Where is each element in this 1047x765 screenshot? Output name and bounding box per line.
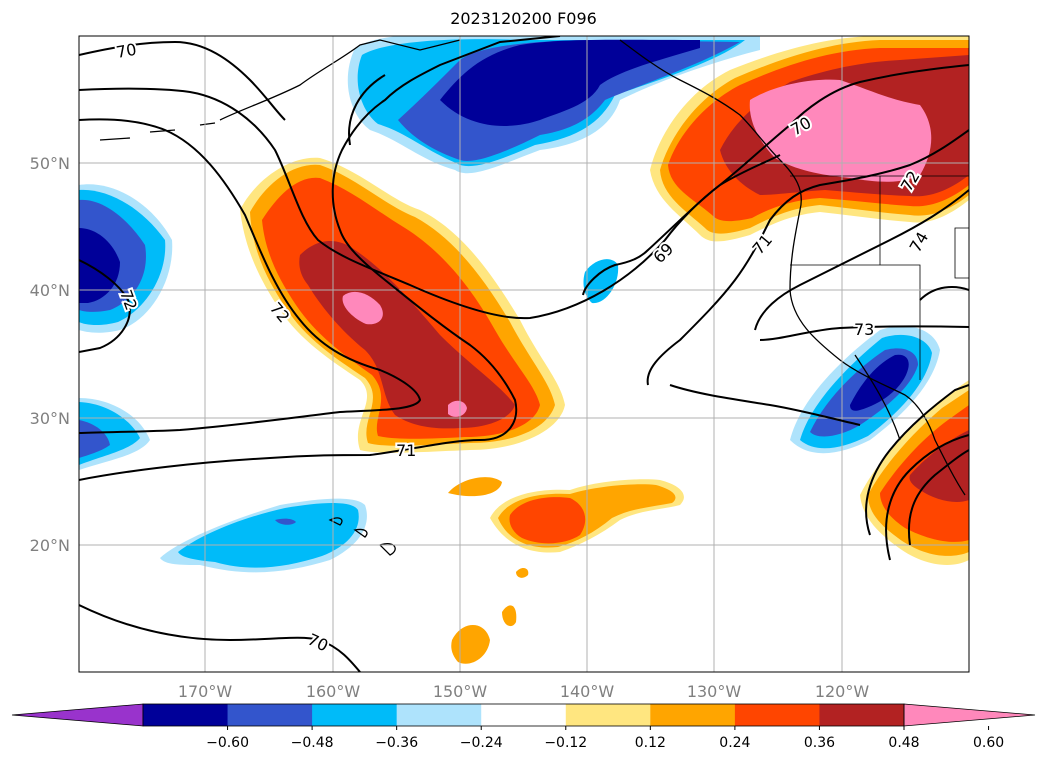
colorbar-tick-label: −0.12	[544, 735, 587, 751]
contour-line	[754, 189, 969, 331]
contour-line	[79, 259, 131, 353]
map-title: 2023120200 F096	[450, 9, 597, 28]
map-plot-area	[79, 36, 969, 672]
colorbar-frame	[142, 703, 905, 727]
colorbar-tick-label: 0.48	[888, 735, 919, 751]
colorbar-tick-label: −0.60	[206, 735, 249, 751]
contour-line	[582, 64, 969, 296]
coastlines	[99, 39, 966, 556]
colorbar-tick-label: 0.12	[635, 735, 666, 751]
colorbar-segment	[734, 704, 820, 726]
coastline-us-west	[789, 209, 966, 496]
negative-anomaly-region	[275, 518, 296, 525]
contour-line	[885, 434, 969, 561]
contour-line	[79, 604, 361, 672]
colorbar-segment	[312, 704, 398, 726]
contour-line	[865, 384, 969, 536]
gridlines	[79, 36, 969, 672]
contour-line	[79, 36, 561, 481]
map-frame	[78, 35, 970, 673]
colorbar-tick-label: −0.24	[460, 735, 503, 751]
colorbar-segment	[227, 704, 313, 726]
borders	[790, 175, 969, 380]
negative-anomaly-region	[79, 420, 110, 458]
lat-label: 50°N	[30, 154, 70, 173]
colorbar: −0.60 −0.48 −0.36 −0.24 −0.12 0.12 0.24 0.36 0.4…	[11, 703, 1036, 751]
lat-label: 30°N	[30, 409, 70, 428]
contour-label: 74	[906, 229, 933, 256]
positive-anomaly-region	[749, 79, 932, 182]
contour-line	[908, 449, 969, 546]
positive-anomaly-region	[448, 400, 467, 417]
colorbar-tick-label: −0.36	[375, 735, 418, 751]
negative-anomaly-region	[583, 259, 619, 304]
contour-line	[759, 325, 969, 341]
contour-line	[669, 384, 861, 426]
longitude-labels: 170°W 160°W 150°W 140°W 130°W 120°W	[178, 682, 870, 701]
positive-anomaly-region	[451, 625, 490, 664]
latitude-labels: 50°N 40°N 30°N 20°N	[30, 154, 70, 555]
contour-line	[646, 129, 969, 386]
colorbar-segment	[143, 704, 229, 726]
lon-label: 160°W	[306, 682, 361, 701]
colorbar-extend-low	[11, 703, 144, 727]
lon-label: 150°W	[433, 682, 488, 701]
positive-anomaly-region	[342, 291, 383, 325]
negative-anomaly-region	[178, 503, 359, 568]
contour-label: 70	[115, 40, 138, 62]
height-contours	[79, 36, 969, 672]
positive-anomaly-region	[299, 240, 515, 429]
colorbar-segment	[481, 704, 567, 726]
positive-anomaly-region	[509, 497, 586, 544]
colorbar-tick-label: 0.36	[804, 735, 835, 751]
colorbar-segment	[650, 704, 736, 726]
contour-70-north	[79, 40, 286, 121]
lat-label: 40°N	[30, 281, 70, 300]
lon-label: 130°W	[687, 682, 742, 701]
positive-anomaly-region	[516, 568, 529, 578]
colorbar-segment	[565, 704, 651, 726]
colorbar-tick-label: −0.48	[291, 735, 334, 751]
negative-anomaly-region	[440, 39, 700, 126]
coastline-aleutians	[99, 122, 216, 141]
contour-label: 73	[854, 320, 874, 339]
coastline-baja	[854, 354, 901, 441]
contour-line	[919, 286, 969, 301]
lat-label: 20°N	[30, 536, 70, 555]
lon-label: 140°W	[560, 682, 615, 701]
contour-label: 71	[396, 441, 416, 460]
contour-label: 70	[305, 630, 331, 656]
colorbar-tick-label: 0.60	[973, 735, 1004, 751]
positive-anomaly-region	[502, 605, 517, 627]
contour-label: 69	[649, 239, 677, 267]
coastline-alaska-panhandle	[619, 39, 802, 211]
colorbar-tick-label: 0.24	[719, 735, 750, 751]
contour-line	[348, 74, 386, 146]
colorbar-segment	[819, 704, 905, 726]
border-states-3	[954, 227, 969, 279]
negative-anomaly-region	[79, 228, 120, 303]
lon-label: 170°W	[178, 682, 233, 701]
anomaly-fill-layer	[79, 36, 969, 664]
colorbar-extend-high	[903, 703, 1036, 727]
contour-line	[79, 118, 422, 434]
border-states-2	[790, 264, 921, 380]
coastline-alaska	[219, 39, 461, 121]
colorbar-segment	[396, 704, 482, 726]
positive-anomaly-region	[909, 430, 969, 502]
lon-label: 120°W	[815, 682, 870, 701]
positive-anomaly-region	[448, 477, 502, 497]
